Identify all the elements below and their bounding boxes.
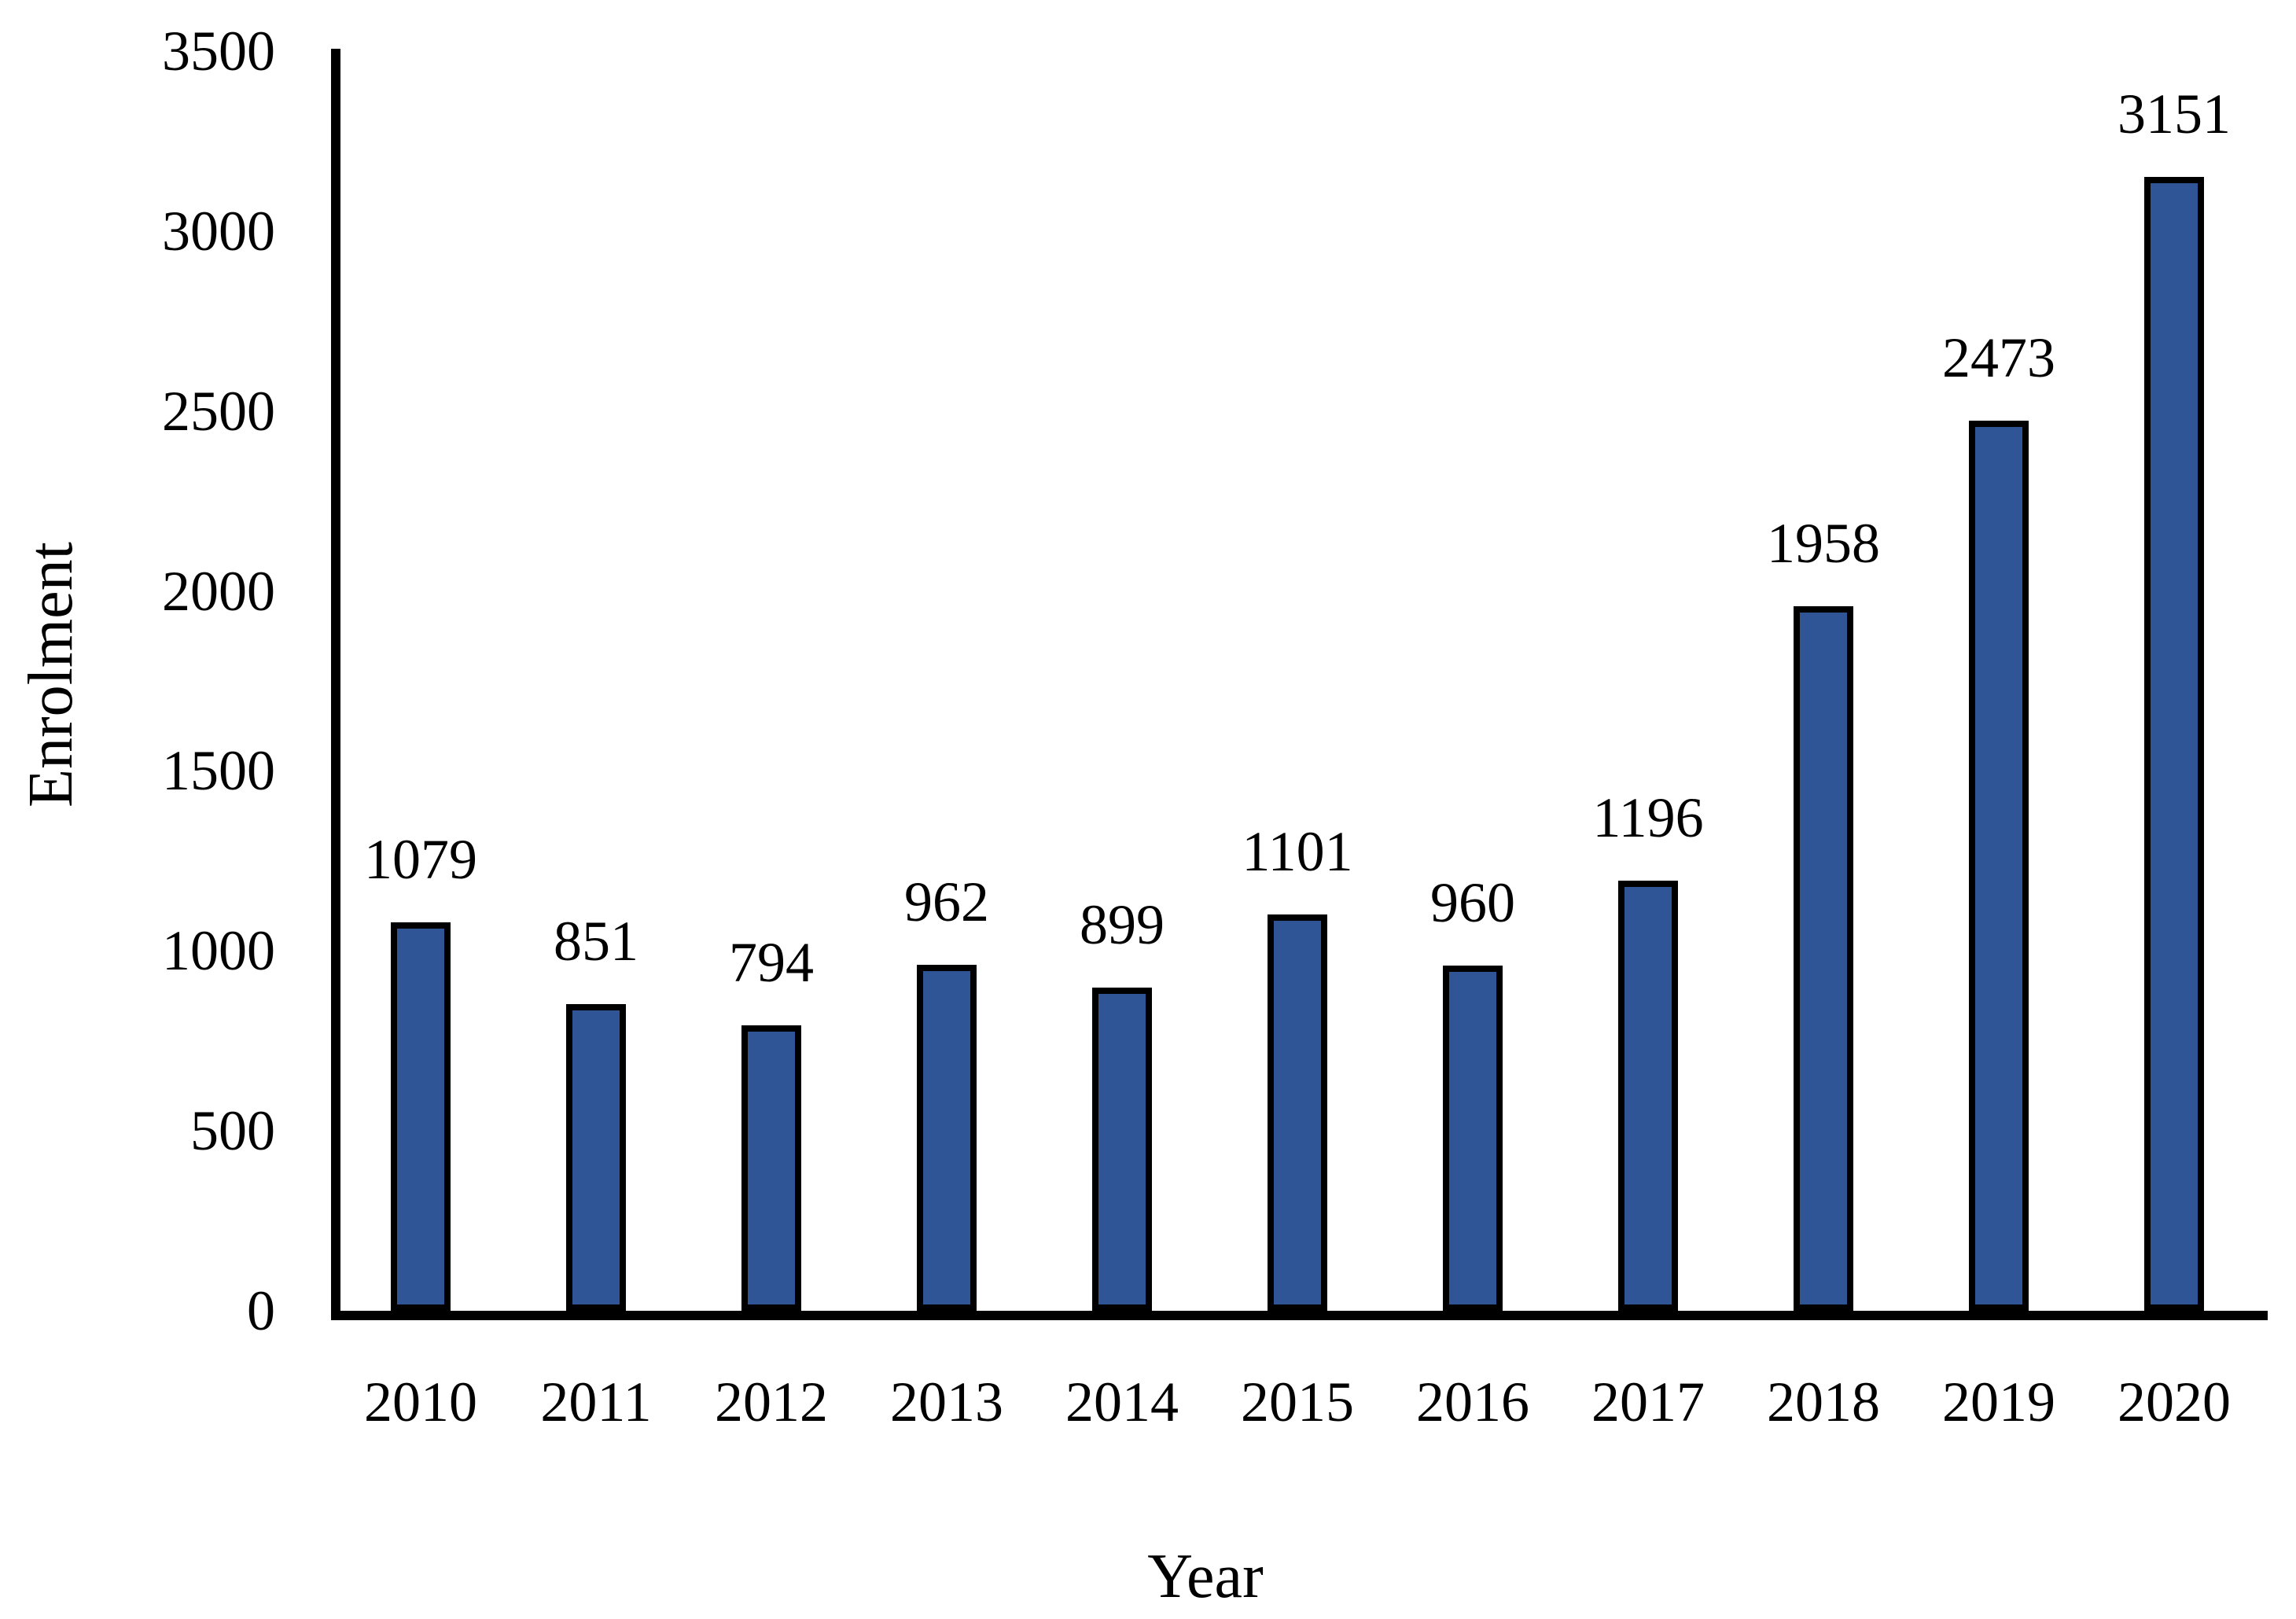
bar-2011 bbox=[566, 1004, 626, 1311]
bar-2016 bbox=[1443, 966, 1503, 1311]
bar-2013 bbox=[917, 965, 977, 1311]
bar-value-label-2015: 1101 bbox=[1242, 820, 1353, 883]
x-tick-label-2011: 2011 bbox=[540, 1371, 652, 1433]
bar-value-label-2010: 1079 bbox=[364, 828, 477, 891]
y-tick-label-1500: 1500 bbox=[162, 739, 275, 802]
bar-value-label-2016: 960 bbox=[1430, 871, 1515, 934]
bar-value-label-2018: 1958 bbox=[1767, 512, 1880, 575]
x-tick-label-2013: 2013 bbox=[890, 1371, 1003, 1433]
x-tick-label-2010: 2010 bbox=[364, 1371, 477, 1433]
y-tick-label-1000: 1000 bbox=[162, 919, 275, 982]
y-tick-label-3000: 3000 bbox=[162, 200, 275, 263]
x-tick-label-2012: 2012 bbox=[715, 1371, 828, 1433]
y-tick-label-3500: 3500 bbox=[162, 20, 275, 83]
bar-2018 bbox=[1794, 606, 1853, 1311]
y-tick-label-2500: 2500 bbox=[162, 380, 275, 443]
bar-2020 bbox=[2144, 177, 2204, 1311]
bar-value-label-2017: 1196 bbox=[1592, 786, 1704, 849]
x-tick-label-2017: 2017 bbox=[1591, 1371, 1705, 1433]
y-axis-line bbox=[331, 49, 340, 1320]
y-axis-title: Enrolment bbox=[17, 542, 86, 808]
y-tick-label-0: 0 bbox=[247, 1279, 275, 1342]
x-axis-line bbox=[331, 1311, 2268, 1320]
bar-value-label-2020: 3151 bbox=[2118, 83, 2231, 145]
bar-value-label-2014: 899 bbox=[1080, 893, 1165, 956]
bar-value-label-2012: 794 bbox=[729, 931, 814, 994]
x-tick-label-2020: 2020 bbox=[2118, 1371, 2231, 1433]
x-axis-title: Year bbox=[1147, 1542, 1264, 1611]
bar-2014 bbox=[1092, 988, 1152, 1311]
bar-2010 bbox=[391, 922, 451, 1311]
x-tick-label-2014: 2014 bbox=[1065, 1371, 1179, 1433]
bar-2017 bbox=[1618, 881, 1678, 1311]
bar-2012 bbox=[741, 1025, 801, 1311]
bar-2019 bbox=[1969, 421, 2029, 1311]
bar-value-label-2013: 962 bbox=[904, 870, 989, 933]
x-tick-label-2015: 2015 bbox=[1241, 1371, 1354, 1433]
x-tick-label-2019: 2019 bbox=[1942, 1371, 2055, 1433]
bar-2015 bbox=[1268, 914, 1327, 1311]
bar-value-label-2011: 851 bbox=[554, 910, 638, 973]
bar-value-label-2019: 2473 bbox=[1942, 326, 2055, 389]
y-tick-label-500: 500 bbox=[190, 1099, 275, 1162]
x-tick-label-2016: 2016 bbox=[1416, 1371, 1529, 1433]
x-tick-label-2018: 2018 bbox=[1767, 1371, 1880, 1433]
y-tick-label-2000: 2000 bbox=[162, 560, 275, 623]
